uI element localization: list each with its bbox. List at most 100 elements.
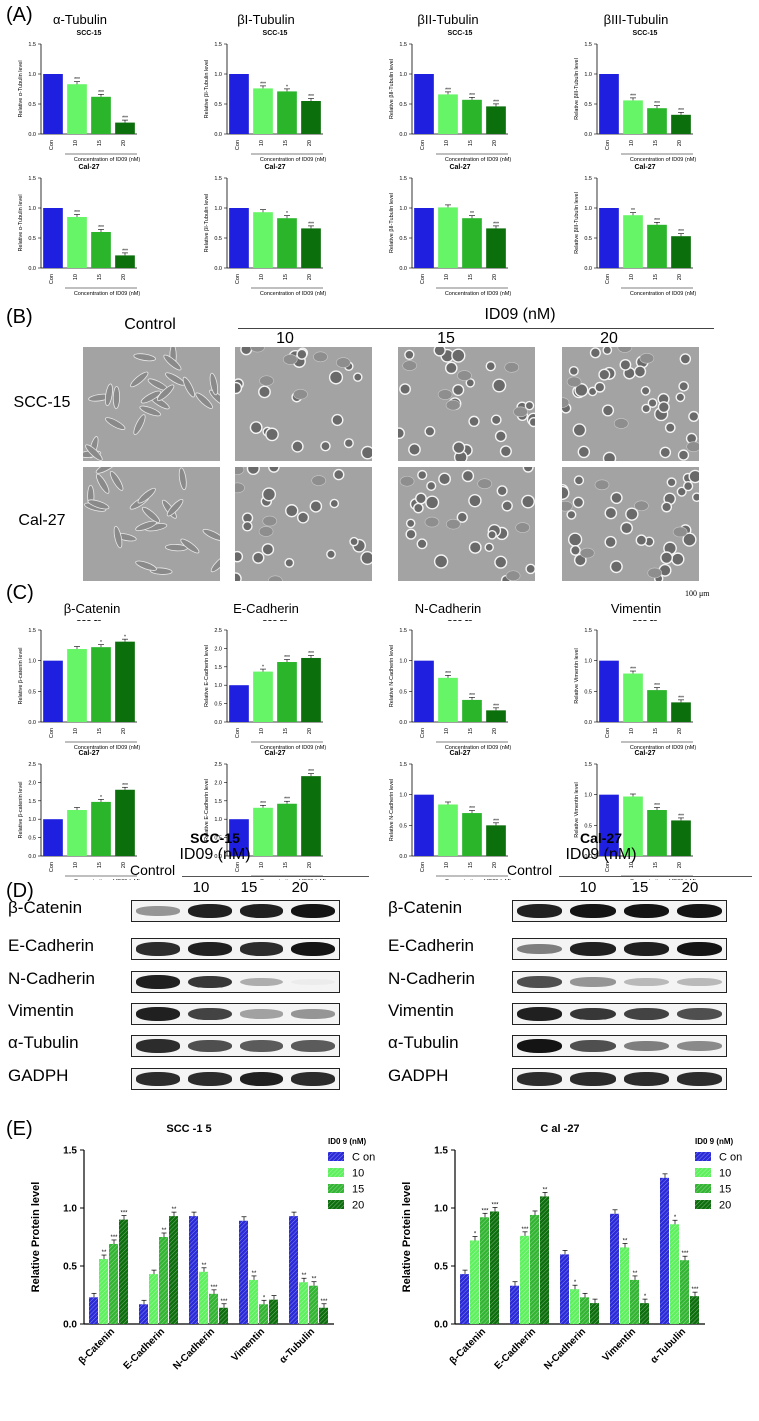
bar-15 xyxy=(647,224,667,268)
significance-mark: *** xyxy=(493,99,499,105)
cell-shape xyxy=(95,467,117,474)
y-tick-label: 1.0 xyxy=(214,683,222,689)
chart-cell-title: Cal-27 xyxy=(78,164,99,171)
bar-15 xyxy=(277,91,297,134)
x-tick-label: 10 xyxy=(629,274,635,280)
category-label: α-Tubulin xyxy=(278,1326,317,1365)
rounded-cell xyxy=(572,423,587,437)
legend-label: 20 xyxy=(352,1200,364,1212)
category-label: E-Cadherin xyxy=(493,1326,538,1371)
rounded-cell xyxy=(398,427,405,440)
blot-protein-label: Vimentin xyxy=(388,1001,454,1020)
rounded-cell xyxy=(291,440,304,453)
rounded-cell xyxy=(485,361,496,372)
flat-cell xyxy=(647,567,663,579)
micrograph-SCC-15-2 xyxy=(398,347,535,461)
rounded-cell xyxy=(574,383,589,398)
blot-band xyxy=(623,1007,669,1021)
y-tick-label: 1.0 xyxy=(214,72,222,78)
flat-cell xyxy=(686,441,699,452)
chart-cell-title: Cal-27 xyxy=(449,164,470,171)
cell-shape xyxy=(133,353,156,362)
blot-dose-line xyxy=(559,876,752,877)
cell-shape xyxy=(96,473,110,494)
rounded-cell xyxy=(413,502,424,514)
blot-protein-label: β-Catenin xyxy=(388,898,463,917)
rounded-cell xyxy=(635,534,648,546)
category-label: α-Tubulin xyxy=(649,1326,688,1365)
y-tick-label: 2.0 xyxy=(28,780,36,786)
bar-E-Cadherin-0 xyxy=(139,1304,148,1324)
y-axis-label: Relative β-catenin level xyxy=(18,782,24,839)
rounded-cell xyxy=(525,563,535,575)
y-tick-label: 0.0 xyxy=(28,854,36,860)
x-tick-label: 15 xyxy=(97,862,103,868)
scale-bar-label: 100 μm xyxy=(685,589,710,598)
x-tick-label: 15 xyxy=(97,140,103,146)
bar-15 xyxy=(277,218,297,268)
panel-c-charts: SCC-15 0.0 0.5 1.0 1.5 Con 10 * 15 * 20 Concentrati… xyxy=(18,620,697,880)
blot-band xyxy=(570,977,616,987)
x-axis-label: Concentration of ID09 (nM) xyxy=(630,879,697,880)
bar-10 xyxy=(623,100,643,134)
y-tick-label: 1.0 xyxy=(434,1204,448,1215)
rounded-cell xyxy=(408,443,421,456)
x-tick-label: 10 xyxy=(629,728,635,734)
blot-band xyxy=(517,904,563,918)
rounded-cell xyxy=(682,480,694,492)
y-tick-label: 0.5 xyxy=(584,689,592,695)
legend-swatch xyxy=(695,1200,711,1209)
rounded-cell xyxy=(416,538,428,550)
x-tick-label: 10 xyxy=(259,862,265,868)
bar-20 xyxy=(115,789,135,856)
y-tick-label: 0.0 xyxy=(214,132,222,138)
bar-20 xyxy=(671,236,691,268)
panel-a-charts: SCC-150.00.51.01.5Con***10***15***20Conc… xyxy=(18,30,696,297)
y-axis-label: Relative Vimentin level xyxy=(574,782,580,838)
bar-15 xyxy=(462,99,482,134)
panel-letter-c: (C) xyxy=(6,582,34,604)
rounded-cell xyxy=(258,385,271,399)
significance-mark: *** xyxy=(284,797,290,803)
blot-band xyxy=(623,904,669,918)
legend-swatch xyxy=(695,1168,711,1177)
y-axis-label: Relative E-Cadherin level xyxy=(204,645,210,707)
category-label: N-Cadherin xyxy=(171,1326,217,1372)
significance-mark: *** xyxy=(122,248,128,254)
x-axis-label: Concentration of ID09 (nM) xyxy=(260,879,327,880)
significance-mark: *** xyxy=(691,1287,699,1293)
bar-10 xyxy=(253,671,273,722)
x-tick-label: 10 xyxy=(259,140,265,146)
significance-mark: * xyxy=(674,1215,677,1221)
flat-cell xyxy=(562,397,570,408)
blot-strip-GADPH xyxy=(512,1068,727,1090)
cell-shape xyxy=(135,560,157,571)
y-tick-label: 1.5 xyxy=(28,176,36,182)
y-axis-label: Relative βII-Tubulin level xyxy=(389,193,395,253)
micrograph-cells xyxy=(84,467,220,575)
bar-Vimentin-2 xyxy=(630,1279,639,1324)
significance-mark: *** xyxy=(445,671,451,677)
x-tick-label: 10 xyxy=(259,728,265,734)
chart-cell-title: Cal-27 xyxy=(449,750,470,757)
significance-mark: * xyxy=(286,211,288,217)
rounded-cell xyxy=(682,532,697,547)
significance-mark: ** xyxy=(302,1273,307,1279)
x-axis-label: Concentration of ID09 (nM) xyxy=(74,745,141,751)
blot-band xyxy=(291,978,335,986)
y-tick-label: 0.0 xyxy=(584,266,592,272)
rounded-cell xyxy=(468,415,480,428)
rounded-cell xyxy=(405,518,416,529)
blot-strip-α-Tubulin xyxy=(131,1035,340,1057)
chart-c-1-2: Cal-27 0.0 0.5 1.0 1.5 Con 10 *** 15 *** 20 Concent… xyxy=(389,750,511,880)
y-tick-label: 0.5 xyxy=(28,236,36,242)
significance-mark: *** xyxy=(210,1285,218,1291)
x-tick-label: Con xyxy=(605,728,611,738)
x-tick-label: 20 xyxy=(492,728,498,734)
bar-10 xyxy=(67,810,87,856)
blot-band xyxy=(187,1040,232,1052)
y-axis-label: Relative E-Cadherin level xyxy=(204,779,210,841)
rounded-cell xyxy=(609,560,623,574)
significance-mark: * xyxy=(100,795,102,801)
blot-band xyxy=(570,904,616,918)
